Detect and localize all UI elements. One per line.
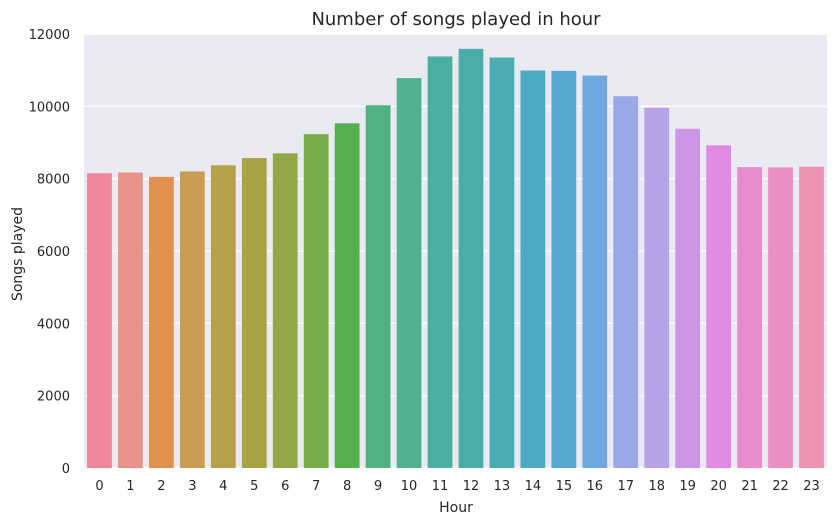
bar-hour-7 <box>303 134 329 468</box>
y-axis-label: Songs played <box>10 207 26 301</box>
bar-hour-1 <box>118 172 143 469</box>
x-tick-label: 11 <box>432 479 449 494</box>
bar-hour-4 <box>210 165 236 468</box>
y-tick-label: 8000 <box>37 173 70 188</box>
bars <box>87 48 824 469</box>
bar-hour-16 <box>582 75 608 468</box>
bar-hour-21 <box>737 167 762 469</box>
x-tick-label: 15 <box>556 479 573 494</box>
bar-hour-14 <box>520 70 546 469</box>
bar-hour-3 <box>179 171 205 468</box>
bar-hour-13 <box>489 57 515 469</box>
x-tick-label: 17 <box>617 479 634 494</box>
bar-hour-23 <box>799 166 824 468</box>
gridlines <box>84 33 827 469</box>
y-tick-label: 2000 <box>37 390 70 405</box>
bar-hour-0 <box>87 173 112 468</box>
x-axis-label: Hour <box>439 500 473 516</box>
x-tick-label: 14 <box>525 479 542 494</box>
y-tick-label: 12000 <box>29 28 70 43</box>
x-tick-label: 19 <box>679 479 696 494</box>
bar-hour-6 <box>272 153 298 468</box>
x-tick-label: 18 <box>648 479 665 494</box>
x-tick-label: 9 <box>374 479 382 494</box>
x-tick-label: 16 <box>587 479 604 494</box>
bar-hour-19 <box>675 128 701 469</box>
x-tick-label: 22 <box>772 479 789 494</box>
y-tick-label: 4000 <box>37 317 70 332</box>
x-tick-label: 1 <box>126 479 134 494</box>
x-tick-label: 8 <box>343 479 351 494</box>
x-tick-label: 2 <box>157 479 165 494</box>
y-tick-labels: 0 2000 4000 6000 8000 10000 12000 <box>29 28 70 477</box>
bar-hour-18 <box>644 107 670 468</box>
x-tick-label: 7 <box>312 479 320 494</box>
bar-hour-12 <box>458 48 484 468</box>
bar-hour-9 <box>365 105 391 468</box>
x-tick-label: 5 <box>250 479 258 494</box>
bar-hour-2 <box>149 176 174 468</box>
chart-title: Number of songs played in hour <box>311 9 601 30</box>
x-tick-label: 21 <box>741 479 758 494</box>
x-tick-label: 20 <box>710 479 727 494</box>
x-tick-label: 23 <box>803 479 820 494</box>
bar-hour-15 <box>551 70 577 468</box>
y-tick-label: 6000 <box>37 245 70 260</box>
x-tick-label: 3 <box>188 479 196 494</box>
x-tick-label: 4 <box>219 479 227 494</box>
x-tick-label: 0 <box>95 479 103 494</box>
bar-hour-10 <box>396 78 422 468</box>
x-tick-label: 13 <box>494 479 511 494</box>
bar-hour-17 <box>613 96 639 468</box>
x-tick-label: 12 <box>463 479 480 494</box>
bar-hour-22 <box>768 167 793 468</box>
bar-hour-5 <box>241 158 267 468</box>
x-tick-label: 10 <box>401 479 418 494</box>
y-tick-label: 10000 <box>29 100 70 115</box>
x-tick-label: 6 <box>281 479 289 494</box>
y-tick-label: 0 <box>62 462 70 477</box>
bar-hour-20 <box>706 145 732 469</box>
bar-hour-8 <box>334 123 360 468</box>
x-tick-labels: 0 1 2 3 4 5 6 7 8 9 10 11 12 13 14 15 16 17 18 19 20 21 22 23 <box>95 479 819 494</box>
bar-hour-11 <box>427 56 453 468</box>
